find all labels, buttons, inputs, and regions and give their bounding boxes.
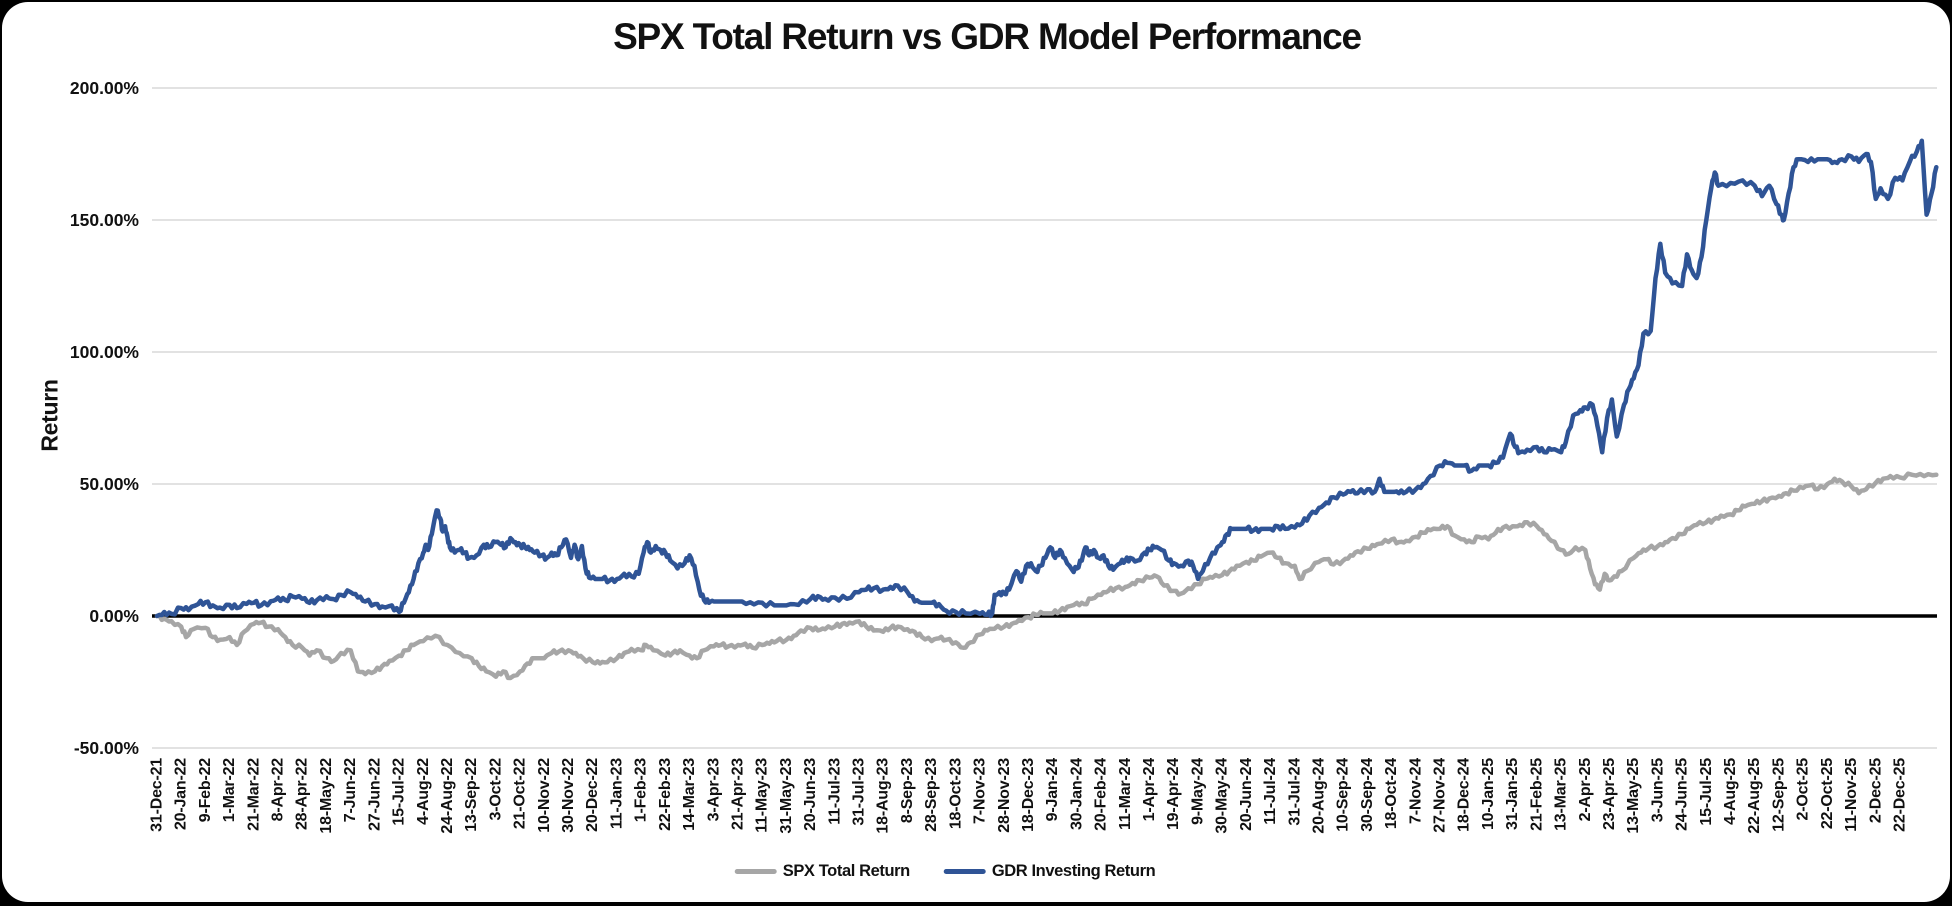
x-tick-label: 22-Oct-25 — [1819, 758, 1836, 829]
x-tick-label: 18-Oct-24 — [1383, 758, 1400, 829]
x-tick-label: 28-Sep-23 — [923, 758, 940, 832]
x-tick-label: 3-Jun-25 — [1649, 758, 1666, 822]
legend-item-gdr[interactable]: GDR Investing Return — [943, 862, 1156, 881]
x-tick-label: 22-Feb-23 — [657, 758, 674, 831]
x-tick-label: 30-Sep-24 — [1359, 758, 1376, 832]
x-tick-label: 20-Jun-24 — [1238, 758, 1255, 831]
x-tick-label: 31-Jul-23 — [851, 758, 868, 826]
x-tick-label: 31-May-23 — [778, 758, 795, 834]
series-line-spx[interactable] — [154, 471, 1939, 681]
x-tick-label: 2-Dec-25 — [1867, 758, 1884, 823]
x-tick-label: 7-Nov-24 — [1407, 758, 1424, 824]
legend-item-spx[interactable]: SPX Total Return — [734, 862, 911, 881]
x-tick-label: 9-Feb-22 — [197, 758, 214, 822]
y-tick-label: 0.00% — [89, 606, 139, 626]
chart-legend: SPX Total Return GDR Investing Return — [734, 862, 1156, 881]
x-tick-label: 18-Oct-23 — [947, 758, 964, 829]
x-tick-label: 15-Jul-25 — [1698, 758, 1715, 826]
x-tick-label: 7-Jun-22 — [342, 758, 359, 822]
x-tick-label: 21-Mar-22 — [245, 758, 262, 831]
x-tick-label: 31-Jan-25 — [1504, 758, 1521, 830]
x-tick-label: 18-Dec-23 — [1020, 758, 1037, 832]
x-tick-label: 13-Mar-25 — [1553, 758, 1570, 831]
x-tick-label: 15-Jul-22 — [391, 758, 408, 826]
x-tick-label: 4-Aug-25 — [1722, 758, 1739, 825]
x-tick-label: 20-Jan-22 — [173, 758, 190, 830]
x-tick-label: 27-Nov-24 — [1432, 758, 1449, 833]
x-tick-label: 21-Feb-25 — [1528, 758, 1545, 831]
x-tick-label: 14-Mar-23 — [681, 758, 698, 831]
x-tick-label: 19-Apr-24 — [1165, 758, 1182, 830]
x-tick-label: 30-May-24 — [1214, 758, 1231, 834]
x-tick-label: 20-Dec-22 — [584, 758, 601, 832]
x-tick-label: 11-Jul-24 — [1262, 758, 1279, 825]
x-tick-label: 11-Jan-23 — [608, 758, 625, 829]
gdr-line-swatch-icon — [943, 869, 986, 874]
x-tick-label: 13-May-25 — [1625, 758, 1642, 834]
chart-title: SPX Total Return vs GDR Model Performanc… — [613, 16, 1362, 57]
legend-label-spx: SPX Total Return — [782, 862, 911, 880]
legend-label-gdr: GDR Investing Return — [991, 862, 1156, 880]
y-tick-label: 50.00% — [80, 474, 140, 494]
x-tick-label: 18-May-22 — [318, 758, 335, 834]
x-tick-label: 7-Nov-23 — [972, 758, 989, 824]
x-tick-label: 1-Apr-24 — [1141, 758, 1158, 822]
x-tick-label: 11-Jul-23 — [826, 758, 843, 825]
x-tick-label: 1-Mar-22 — [221, 758, 238, 823]
x-tick-label: 24-Jun-25 — [1674, 758, 1691, 831]
x-tick-label: 21-Apr-23 — [729, 758, 746, 830]
series-line-gdr[interactable] — [154, 138, 1939, 619]
x-tick-label: 28-Nov-23 — [996, 758, 1013, 833]
x-tick-label: 11-Nov-25 — [1843, 758, 1860, 832]
x-tick-label: 9-May-24 — [1189, 758, 1206, 825]
x-tick-label: 20-Feb-24 — [1093, 758, 1110, 831]
y-tick-label: 150.00% — [70, 210, 140, 230]
x-tick-label: 4-Aug-22 — [415, 758, 432, 825]
spx-line-swatch-icon — [734, 869, 777, 874]
x-tick-label: 9-Jan-24 — [1044, 758, 1061, 822]
y-tick-label: 200.00% — [70, 78, 140, 98]
x-tick-label: 11-May-23 — [754, 758, 771, 833]
x-tick-label: 22-Dec-25 — [1891, 758, 1908, 832]
x-tick-label: 12-Sep-25 — [1770, 758, 1787, 832]
x-tick-label: 23-Apr-25 — [1601, 758, 1618, 830]
x-tick-label: 30-Jan-24 — [1068, 758, 1085, 830]
x-tick-label: 3-Apr-23 — [705, 758, 722, 822]
x-tick-label: 10-Sep-24 — [1335, 758, 1352, 832]
x-tick-label: 21-Oct-22 — [512, 758, 529, 829]
x-tick-label: 2-Oct-25 — [1795, 758, 1812, 821]
x-tick-label: 11-Mar-24 — [1117, 758, 1134, 830]
x-tick-label: 2-Apr-25 — [1577, 758, 1594, 822]
y-tick-label: -50.00% — [74, 738, 140, 758]
x-tick-label: 20-Aug-24 — [1310, 758, 1327, 834]
x-tick-label: 1-Feb-23 — [633, 758, 650, 822]
x-tick-label: 24-Aug-22 — [439, 758, 456, 834]
x-tick-label: 18-Dec-24 — [1456, 758, 1473, 832]
x-tick-label: 27-Jun-22 — [366, 758, 383, 831]
x-tick-label: 18-Aug-23 — [875, 758, 892, 834]
x-tick-label: 31-Dec-21 — [149, 758, 166, 832]
y-tick-label: 100.00% — [70, 342, 140, 362]
x-tick-label: 13-Sep-22 — [463, 758, 480, 832]
x-tick-label: 22-Aug-25 — [1746, 758, 1763, 834]
x-tick-label: 10-Jan-25 — [1480, 758, 1497, 830]
x-tick-label: 31-Jul-24 — [1286, 758, 1303, 826]
x-tick-label: 8-Apr-22 — [270, 758, 287, 822]
x-tick-label: 30-Nov-22 — [560, 758, 577, 833]
x-tick-label: 28-Apr-22 — [294, 758, 311, 830]
x-tick-label: 8-Sep-23 — [899, 758, 916, 823]
x-tick-label: 3-Oct-22 — [487, 758, 504, 821]
x-tick-label: 10-Nov-22 — [536, 758, 553, 833]
x-tick-label: 20-Jun-23 — [802, 758, 819, 831]
